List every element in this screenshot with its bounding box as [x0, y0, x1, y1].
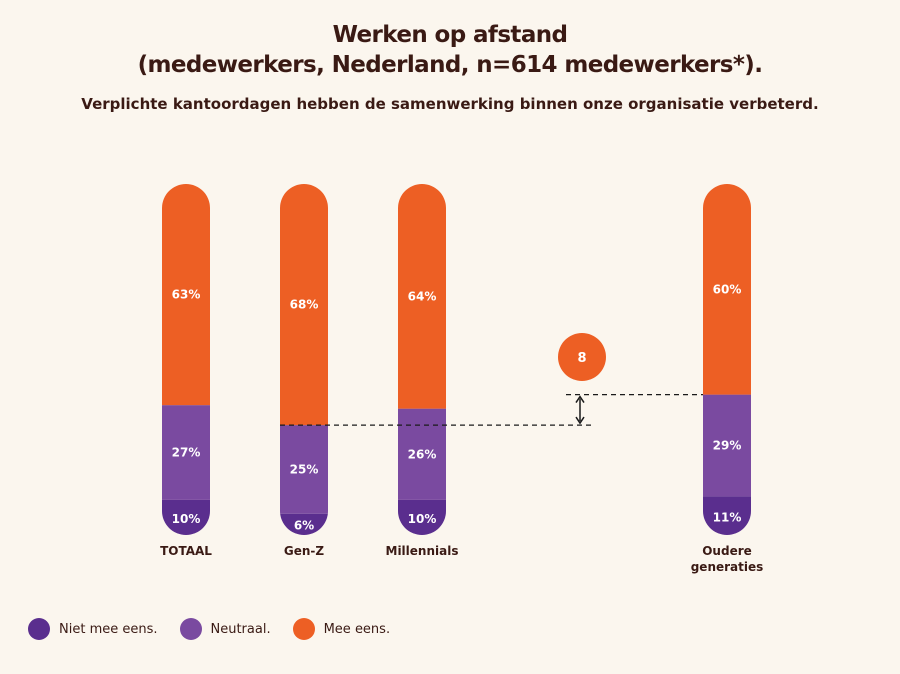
x-tick-label-gen-z: Gen-Z	[284, 544, 325, 558]
data-label-oudere-generaties-mee: 60%	[713, 282, 742, 296]
bar-segment-oudere-generaties-neutraal	[703, 394, 751, 497]
bar-gen-z	[280, 184, 328, 535]
x-tick-label-oudere-generaties-line-1: Oudere	[702, 544, 752, 558]
legend-label-niet: Niet mee eens.	[59, 621, 158, 637]
annotation-difference-label: 8	[577, 351, 586, 366]
x-tick-label-totaal: TOTAAL	[160, 544, 212, 558]
bar-segment-millennials-neutraal	[398, 408, 446, 500]
legend-item-niet: Niet mee eens.	[28, 618, 158, 640]
bar-segment-totaal-neutraal	[162, 405, 210, 500]
bar-segment-gen-z-niet	[280, 513, 328, 535]
data-label-gen-z-mee: 68%	[290, 298, 319, 312]
chart-subtitle: Verplichte kantoordagen hebben de samenw…	[81, 95, 819, 113]
annotation-difference-badge	[558, 333, 606, 381]
legend-swatch-mee	[292, 618, 315, 640]
bar-millennials	[398, 184, 446, 535]
x-tick-label-millennials: Millennials	[386, 544, 459, 558]
legend-label-mee: Mee eens.	[323, 621, 391, 637]
data-label-oudere-generaties-neutraal: 29%	[713, 438, 742, 452]
data-label-millennials-mee: 64%	[408, 289, 437, 303]
data-label-totaal-mee: 63%	[172, 288, 201, 302]
legend-item-neutraal: Neutraal.	[179, 618, 271, 640]
bar-segment-totaal-mee	[162, 184, 210, 406]
bar-segment-millennials-mee	[398, 184, 446, 409]
legend-label-neutraal: Neutraal.	[210, 621, 271, 637]
bar-totaal	[162, 184, 210, 535]
data-label-oudere-generaties-niet: 11%	[713, 511, 742, 525]
x-tick-label-oudere-generaties-line-2: generaties	[691, 560, 764, 574]
data-label-millennials-neutraal: 26%	[408, 447, 437, 461]
chart-title: Werken op afstand (medewerkers, Nederlan…	[0, 20, 900, 80]
bar-segment-oudere-generaties-mee	[703, 184, 751, 395]
annotation-arrow-head-top	[575, 395, 585, 404]
data-label-totaal-niet: 10%	[172, 512, 201, 526]
annotation-arrow-head-bottom	[575, 416, 585, 425]
legend-item-mee: Mee eens.	[292, 618, 391, 640]
legend-swatch-niet	[28, 618, 50, 640]
legend-swatch-neutraal	[179, 618, 202, 640]
chart-legend: Niet mee eens. Neutraal. Mee eens.	[28, 618, 412, 640]
title-line-1: Werken op afstand	[332, 22, 568, 48]
data-label-totaal-neutraal: 27%	[172, 446, 201, 460]
title-line-2: (medewerkers, Nederland, n=614 medewerke…	[137, 52, 763, 78]
bar-segment-gen-z-neutraal	[280, 425, 328, 514]
data-label-gen-z-niet: 6%	[294, 518, 314, 532]
bar-segment-gen-z-mee	[280, 184, 328, 426]
bar-segment-oudere-generaties-niet	[703, 496, 751, 535]
bar-oudere-generaties	[703, 184, 751, 535]
data-label-gen-z-neutraal: 25%	[290, 462, 319, 476]
data-label-millennials-niet: 10%	[408, 512, 437, 526]
